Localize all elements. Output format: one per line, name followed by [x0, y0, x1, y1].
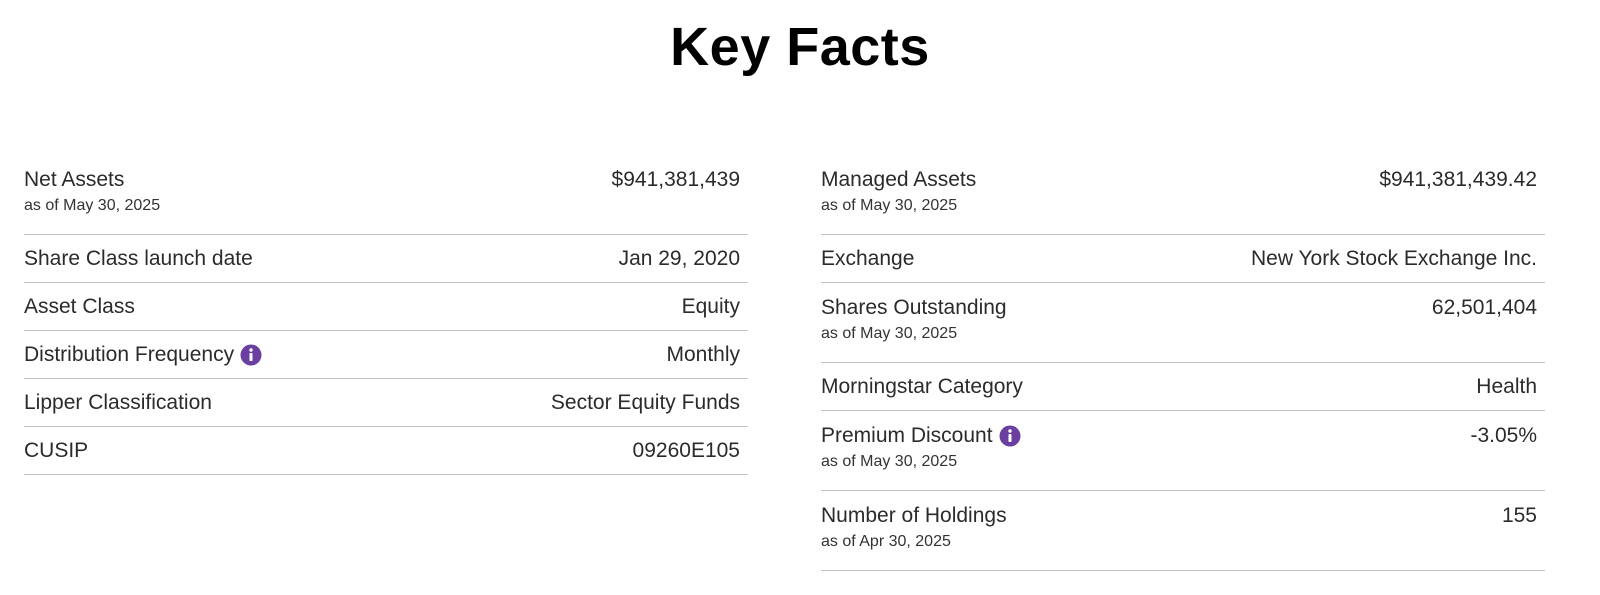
fact-row: Distribution Frequency Monthly — [24, 331, 748, 379]
fact-label: Exchange — [821, 247, 915, 270]
fact-label: Lipper Classification — [24, 391, 212, 414]
fact-row: Share Class launch date Jan 29, 2020 — [24, 235, 748, 283]
fact-date: as of May 30, 2025 — [821, 453, 958, 470]
fact-row: Shares Outstanding as of May 30, 2025 62… — [821, 283, 1545, 363]
fact-value: 09260E105 — [632, 439, 740, 462]
fact-value: New York Stock Exchange Inc. — [1251, 247, 1537, 270]
fact-label: CUSIP — [24, 439, 89, 462]
fact-value: Monthly — [666, 343, 740, 366]
fact-label: Asset Class — [24, 295, 135, 318]
fact-label: Net Assets — [24, 168, 125, 191]
fact-row: Net Assets as of May 30, 2025 $941,381,4… — [24, 165, 748, 235]
fact-value: -3.05% — [1470, 424, 1537, 447]
fact-value: $941,381,439.42 — [1379, 168, 1537, 191]
fact-date: as of May 30, 2025 — [821, 197, 958, 214]
fact-label: Distribution Frequency — [24, 343, 235, 366]
fact-row: Exchange New York Stock Exchange Inc. — [821, 235, 1545, 283]
left-column: Net Assets as of May 30, 2025 $941,381,4… — [24, 165, 748, 475]
right-column: Managed Assets as of May 30, 2025 $941,3… — [821, 165, 1545, 571]
fact-row: Lipper Classification Sector Equity Fund… — [24, 379, 748, 427]
fact-row: Managed Assets as of May 30, 2025 $941,3… — [821, 165, 1545, 235]
title: Key Facts — [670, 17, 930, 77]
fact-value: Sector Equity Funds — [550, 391, 740, 414]
fact-value: Health — [1476, 375, 1537, 398]
fact-date: as of May 30, 2025 — [24, 197, 161, 214]
fact-label: Shares Outstanding — [821, 296, 1007, 319]
fact-row: Asset Class Equity — [24, 283, 748, 331]
fact-label: Premium Discount — [821, 424, 993, 447]
fact-label-wrap: Premium Discount — [821, 424, 1021, 448]
fact-date: as of Apr 30, 2025 — [821, 533, 951, 550]
fact-row: Number of Holdings as of Apr 30, 2025 15… — [821, 491, 1545, 571]
fact-row: CUSIP 09260E105 — [24, 427, 748, 475]
fact-label: Number of Holdings — [821, 504, 1007, 527]
fact-label: Share Class launch date — [24, 247, 253, 270]
fact-date: as of May 30, 2025 — [821, 325, 958, 342]
fact-row: Premium Discount as of May 30, 2025 -3.0… — [821, 411, 1545, 491]
fact-label-wrap: Distribution Frequency — [24, 343, 262, 367]
info-icon[interactable] — [999, 425, 1021, 447]
fact-value: Jan 29, 2020 — [618, 247, 740, 270]
fact-value: 62,501,404 — [1431, 296, 1537, 319]
fact-row: Morningstar Category Health — [821, 363, 1545, 411]
fact-value: $941,381,439 — [611, 168, 740, 191]
fact-label: Managed Assets — [821, 168, 977, 191]
fact-value: 155 — [1501, 504, 1537, 527]
info-icon[interactable] — [240, 344, 262, 366]
fact-value: Equity — [681, 295, 740, 318]
fact-label: Morningstar Category — [821, 375, 1023, 398]
